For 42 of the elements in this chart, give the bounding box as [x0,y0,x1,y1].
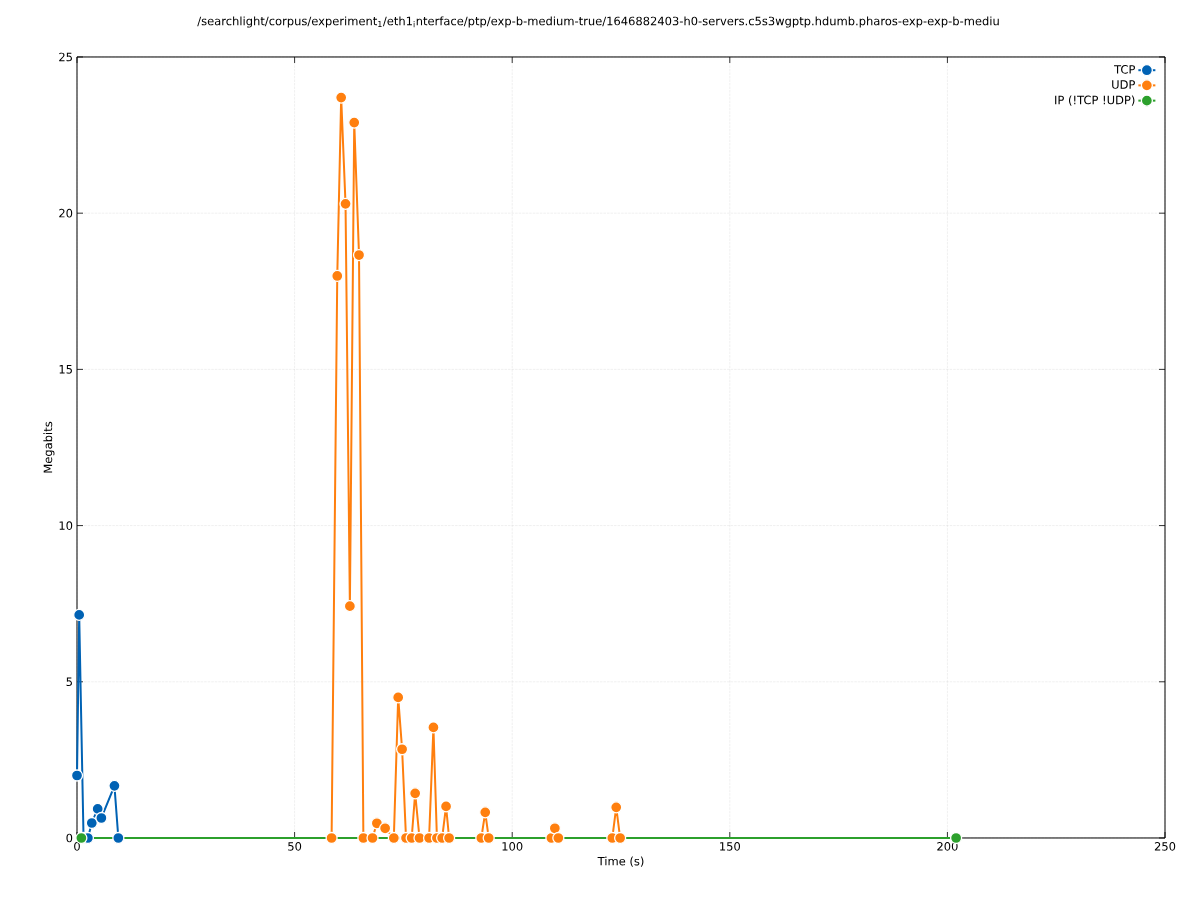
point [95,811,108,825]
point [552,831,565,845]
chart-title: /searchlight/corpus/experiment$_{1}$/eth1$_{i}$nterface/ptp/exp-b-medium-true/1646882403-h0-servers.c5s3wgptp.hdumb.pharos-exp-exp-b-mediu [197,16,999,28]
point [442,831,456,845]
point [439,800,453,813]
point [387,831,400,845]
point [366,831,379,845]
x-tick-label: 250 [1154,842,1176,851]
x-tick-label: 0 [74,842,80,851]
x-axis-title: Time (s) [597,856,644,867]
point [108,779,121,792]
point [85,816,98,830]
point [70,769,84,782]
y-tick-label: 10 [59,521,73,530]
y-axis-title: Megabits [43,421,55,473]
point [352,248,366,262]
x-tick-label: 200 [937,842,958,851]
point [395,743,409,756]
y-tick-label: 0 [66,833,73,843]
x-tick-label: 150 [720,842,741,851]
point [613,831,627,845]
point [325,831,338,845]
point [427,721,440,734]
x-tick-label: 100 [502,842,523,851]
y-tick-label: 15 [59,365,72,374]
point [112,831,125,845]
y-tick-label: 5 [66,677,72,687]
y-tick-label: 25 [59,52,72,62]
x-tick-label: 50 [288,842,302,851]
legend-label: UDP [1112,80,1135,89]
point [331,269,344,283]
y-tick-label: 20 [59,208,73,218]
legend-label: TCP [1114,65,1135,74]
point [339,197,352,210]
point [343,600,357,613]
point [378,822,392,835]
point [335,91,348,104]
point [548,822,562,835]
legend-label: IP (!TCP !UDP) [1055,95,1135,106]
point [73,608,86,622]
point [479,806,492,819]
point [482,831,495,845]
